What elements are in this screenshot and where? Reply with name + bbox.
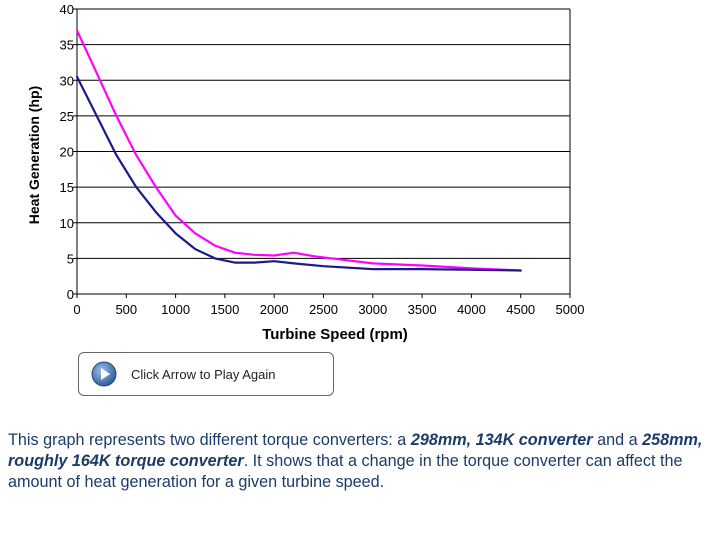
y-tick-label: 10 — [60, 216, 74, 231]
desc-converter-1: 298mm, 134K converter — [410, 431, 593, 449]
series-lines — [75, 29, 522, 272]
line-chart: 0 5 10 15 20 25 30 35 40 0 500 1000 1500 2000 2500 300… — [60, 2, 585, 317]
x-tick-label: 1000 — [161, 302, 190, 317]
x-tick-label: 4000 — [457, 302, 486, 317]
x-tick-label: 3500 — [408, 302, 437, 317]
play-icon — [91, 361, 117, 387]
desc-text-2: and a — [592, 431, 643, 449]
y-tick-label: 15 — [60, 180, 74, 195]
chart-description: This graph represents two different torq… — [8, 430, 723, 493]
desc-text-3: . It shows that a change in the torque c… — [8, 452, 683, 491]
x-tick-label: 4500 — [506, 302, 535, 317]
y-tick-label: 40 — [60, 2, 74, 17]
x-axis-label: Turbine Speed (rpm) — [262, 326, 408, 343]
x-tick-label: 3000 — [358, 302, 387, 317]
series-line-2 — [75, 75, 522, 272]
x-tick-label: 2500 — [309, 302, 338, 317]
y-tick-label: 5 — [67, 251, 74, 266]
y-tick-label: 0 — [67, 287, 74, 302]
y-axis-label-box: Heat Generation (hp) — [14, 45, 54, 265]
desc-text-1: This graph represents two different torq… — [8, 431, 411, 449]
x-tick-label: 1500 — [210, 302, 239, 317]
x-tick-label: 0 — [73, 302, 80, 317]
y-tick-label: 30 — [60, 73, 74, 88]
y-tick-labels: 0 5 10 15 20 25 30 35 40 — [60, 2, 74, 302]
desc-converter-2: 258mm, roughly 164K torque converter — [8, 431, 703, 470]
y-tick-label: 20 — [60, 145, 74, 160]
grid-lines — [77, 8, 570, 295]
series-line-1 — [75, 29, 522, 272]
x-tick-label: 5000 — [556, 302, 585, 317]
x-tick-label: 500 — [115, 302, 137, 317]
y-tick-label: 25 — [60, 109, 74, 124]
play-again-label: Click Arrow to Play Again — [131, 366, 276, 382]
play-again-button[interactable]: Click Arrow to Play Again — [78, 352, 334, 396]
x-tick-label: 2000 — [260, 302, 289, 317]
y-axis-label: Heat Generation (hp) — [26, 85, 42, 225]
y-tick-label: 35 — [60, 38, 74, 53]
axes — [73, 8, 571, 298]
x-tick-labels: 0 500 1000 1500 2000 2500 3000 3500 4000 4500 5000 — [73, 302, 584, 317]
